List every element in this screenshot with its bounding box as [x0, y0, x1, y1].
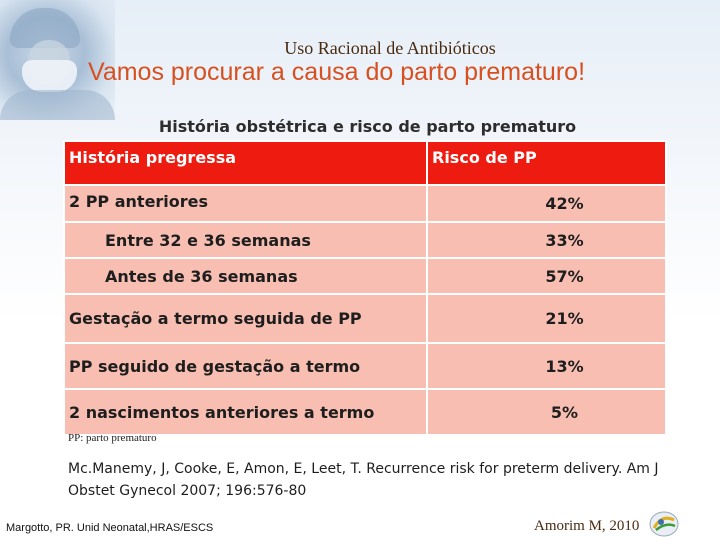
table-row: Gestação a termo seguida de PP 21% [63, 293, 667, 344]
slide-subtitle: Uso Racional de Antibióticos [284, 38, 496, 58]
globe-logo-icon [649, 511, 679, 537]
table-row: 2 PP anteriores 42% [63, 184, 667, 223]
footer-credit-right: Amorim M, 2010 [534, 518, 640, 534]
table-row: PP seguido de gestação a termo 13% [63, 342, 667, 390]
column-header-risk: Risco de PP [426, 140, 667, 186]
history-cell: Gestação a termo seguida de PP [63, 293, 428, 344]
table-row: Entre 32 e 36 semanas 33% [63, 221, 667, 259]
history-cell: Entre 32 e 36 semanas [63, 221, 428, 259]
risk-table: História pregressa Risco de PP 2 PP ante… [63, 140, 667, 436]
risk-cell: 33% [426, 221, 667, 259]
table-header-row: História pregressa Risco de PP [63, 140, 667, 186]
risk-cell: 13% [426, 342, 667, 390]
table-caption: História obstétrica e risco de parto pre… [158, 117, 577, 136]
surgeon-photo [0, 0, 115, 120]
slide-title: Vamos procurar a causa do parto prematur… [88, 58, 586, 86]
history-cell: 2 nascimentos anteriores a termo [63, 388, 428, 436]
risk-cell: 5% [426, 388, 667, 436]
table-row: Antes de 36 semanas 57% [63, 257, 667, 295]
footer-credit-left: Margotto, PR. Unid Neonatal,HRAS/ESCS [6, 522, 214, 534]
risk-cell: 42% [426, 184, 667, 223]
risk-cell: 21% [426, 293, 667, 344]
history-cell: PP seguido de gestação a termo [63, 342, 428, 390]
footnote: PP: parto prematuro [68, 432, 157, 444]
citation: Mc.Manemy, J, Cooke, E, Amon, E, Leet, T… [68, 461, 659, 499]
column-header-history: História pregressa [63, 140, 428, 186]
history-cell: Antes de 36 semanas [63, 257, 428, 295]
history-cell: 2 PP anteriores [63, 184, 428, 223]
risk-cell: 57% [426, 257, 667, 295]
table-row: 2 nascimentos anteriores a termo 5% [63, 388, 667, 436]
